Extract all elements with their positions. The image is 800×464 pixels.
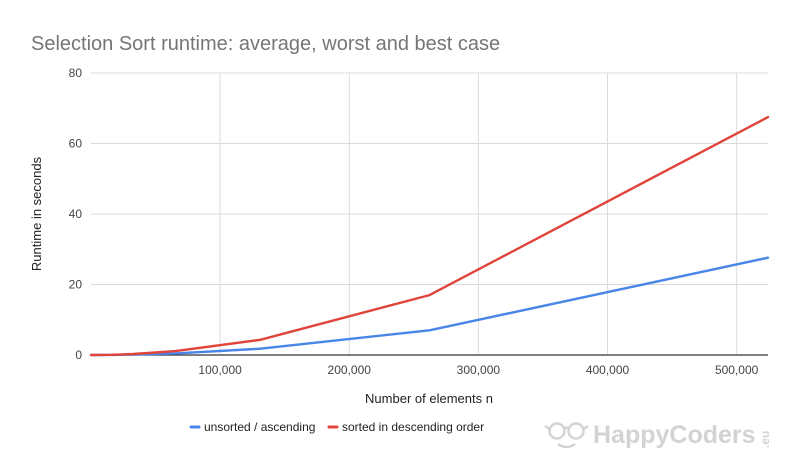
y-tick-label: 40 xyxy=(69,207,83,221)
watermark-suffix-text: .eu xyxy=(758,431,772,448)
series-lines xyxy=(89,115,770,357)
legend: unsorted / ascending sorted in descending… xyxy=(189,420,484,434)
y-tick-label: 60 xyxy=(69,137,83,151)
y-tick-label: 0 xyxy=(75,348,82,362)
grid-lines xyxy=(91,72,768,356)
chart-title: Selection Sort runtime: average, worst a… xyxy=(31,33,500,55)
watermark-brand-text: HappyCoders xyxy=(593,421,756,449)
legend-label-2: sorted in descending order xyxy=(342,420,484,434)
x-tick-label: 100,000 xyxy=(198,363,242,377)
x-tick-label: 400,000 xyxy=(586,363,630,377)
y-tick-label: 80 xyxy=(69,66,83,80)
x-tick-label: 300,000 xyxy=(457,363,501,377)
series-line-2 xyxy=(89,115,770,357)
x-tick-labels: 100,000 200,000 300,000 400,000 500,000 xyxy=(198,363,758,377)
glasses-smile-icon xyxy=(544,422,589,449)
happycoders-watermark: HappyCoders .eu xyxy=(544,421,772,449)
x-tick-label: 200,000 xyxy=(328,363,372,377)
y-tick-labels: 0 20 40 60 80 xyxy=(69,66,83,362)
x-tick-label: 500,000 xyxy=(715,363,759,377)
y-axis-label: Runtime in seconds xyxy=(29,156,44,271)
series-line-1 xyxy=(89,256,770,357)
y-tick-label: 20 xyxy=(69,278,83,292)
legend-label-1: unsorted / ascending xyxy=(204,420,315,434)
x-axis-label: Number of elements n xyxy=(365,391,493,406)
